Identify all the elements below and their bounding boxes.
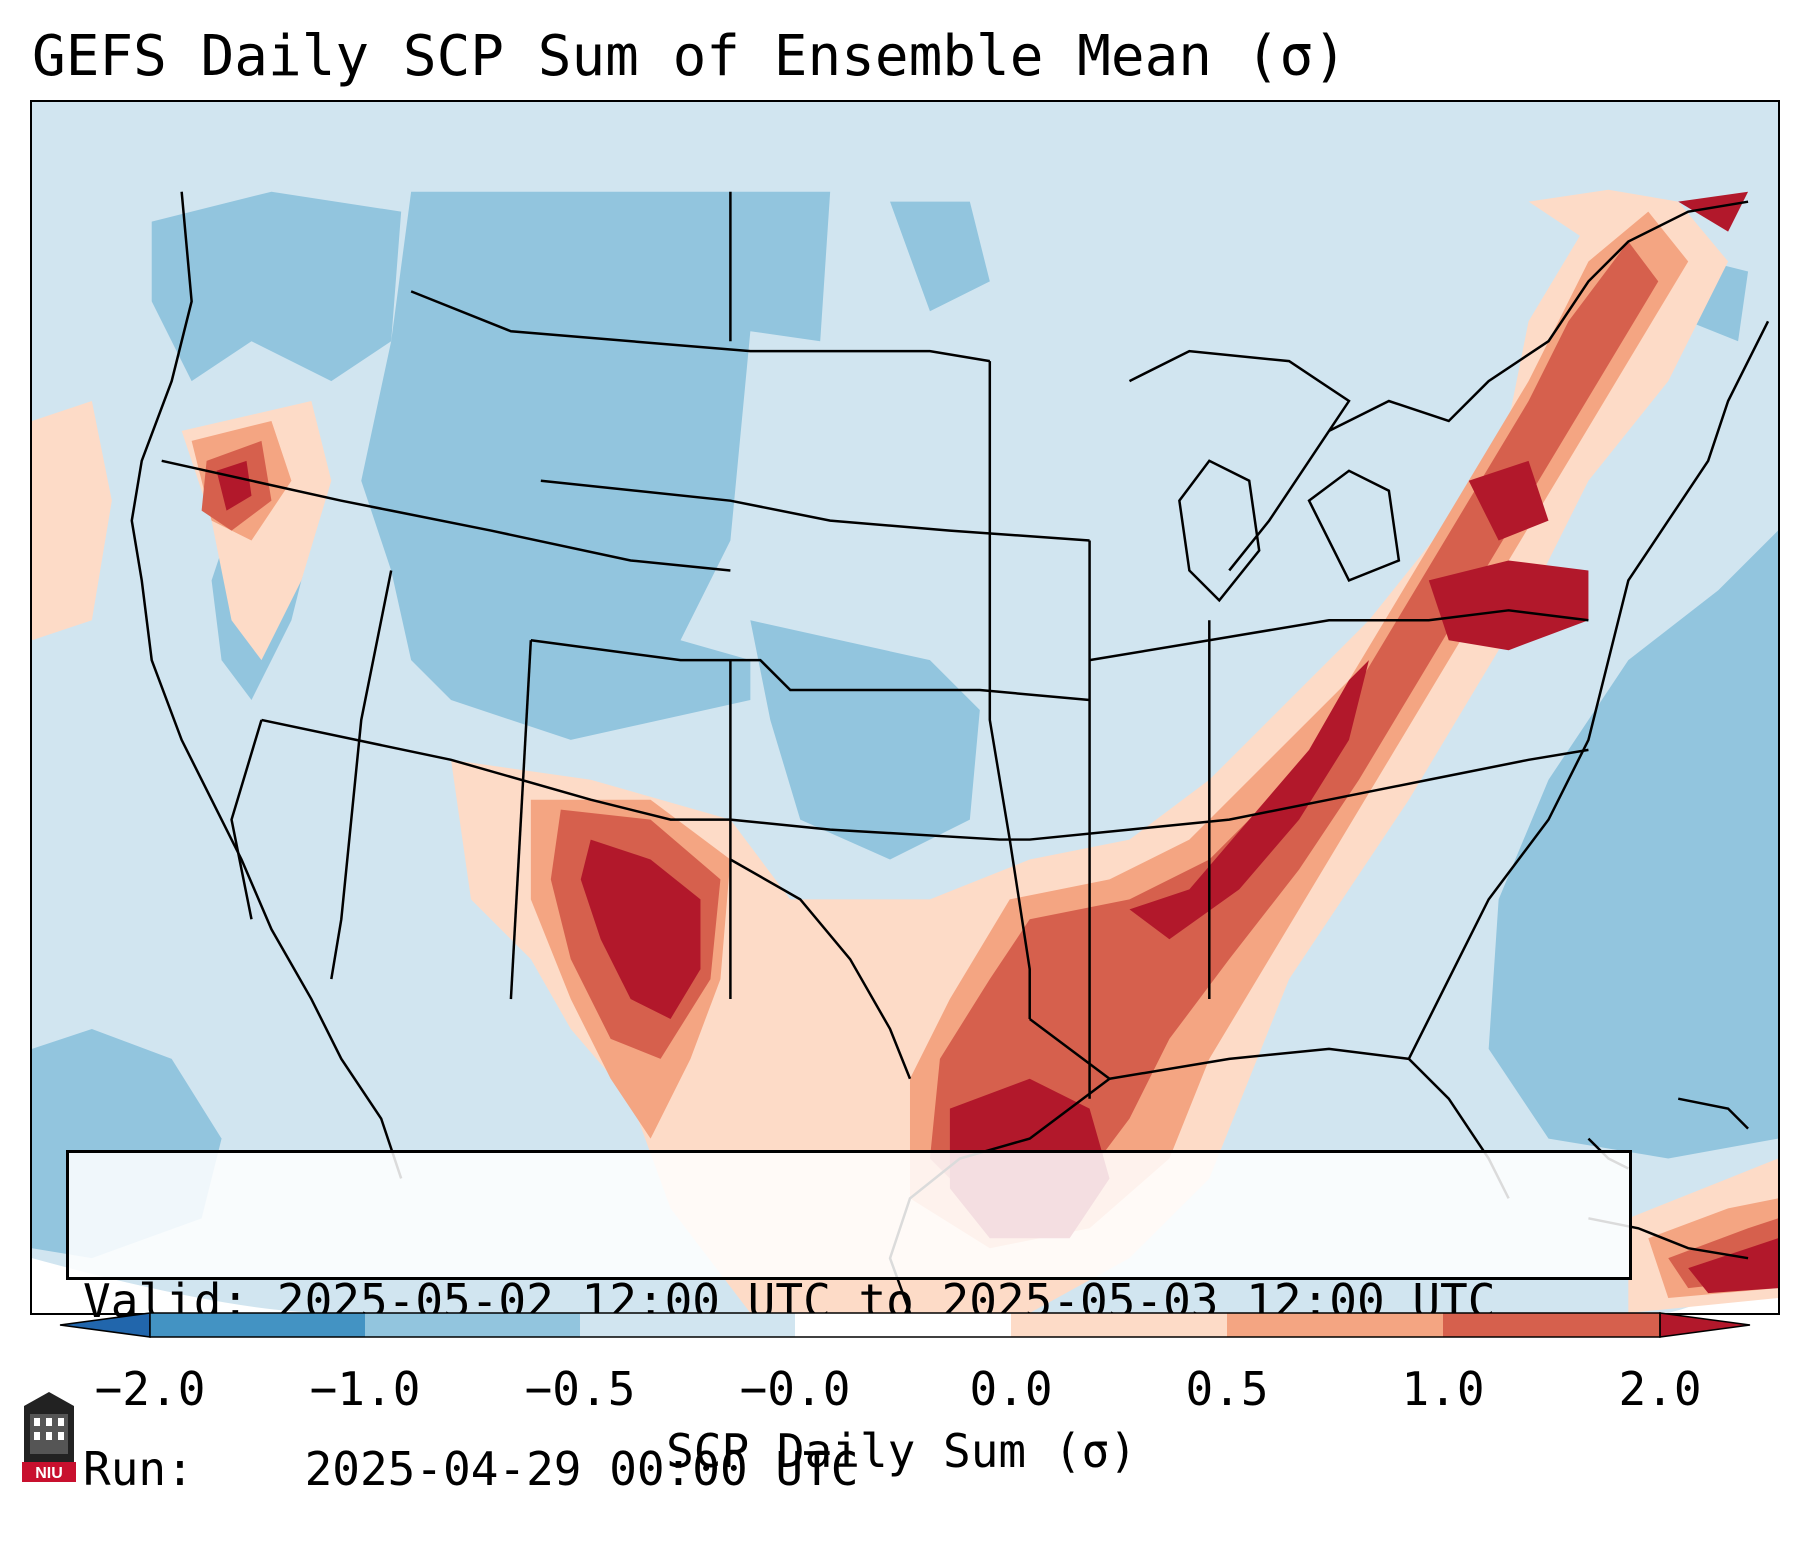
colorbar-label: SCP Daily Sum (σ): [666, 1424, 1137, 1478]
colorbar: [59, 1312, 1751, 1338]
run-value: 2025-04-29 00:00 UTC: [304, 1442, 859, 1496]
colorbar-segment: [365, 1313, 580, 1337]
colorbar-tick-label: 2.0: [1618, 1362, 1702, 1416]
colorbar-tick-label: 0.5: [1185, 1362, 1269, 1416]
scp-map: [32, 102, 1778, 1313]
colorbar-tick-label: 0.0: [969, 1362, 1053, 1416]
colorbar-segment: [795, 1313, 1011, 1337]
colorbar-tick-label: −1.0: [309, 1362, 421, 1416]
colorbar-extend-high: [1659, 1312, 1751, 1338]
colorbar-segment: [1227, 1313, 1443, 1337]
valid-run-info-box: Valid: 2025-05-02 12:00 UTC to 2025-05-0…: [66, 1150, 1632, 1496]
run-line: Run: 2025-04-29 00:00 UTC: [83, 1441, 1629, 1497]
colorbar-tick-label: 1.0: [1401, 1362, 1485, 1416]
colorbar-segment: [580, 1313, 795, 1337]
colorbar-segment: [1443, 1313, 1660, 1337]
colorbar-tick-label: −0.5: [524, 1362, 636, 1416]
colorbar-tick-label: −2.0: [94, 1362, 206, 1416]
colorbar-extend-low: [59, 1312, 151, 1338]
map-title: GEFS Daily SCP Sum of Ensemble Mean (σ): [32, 24, 1347, 89]
colorbar-segment: [1011, 1313, 1227, 1337]
run-label: Run:: [83, 1442, 194, 1496]
logo-text: NIU: [35, 1465, 63, 1482]
colorbar-segment: [150, 1313, 365, 1337]
university-tower-icon: NIU: [22, 1392, 76, 1482]
map-panel: [30, 100, 1780, 1315]
projection-edge: [32, 1258, 332, 1313]
colorbar-tick-label: −0.0: [739, 1362, 851, 1416]
coastline-and-borders: [130, 191, 1770, 1313]
